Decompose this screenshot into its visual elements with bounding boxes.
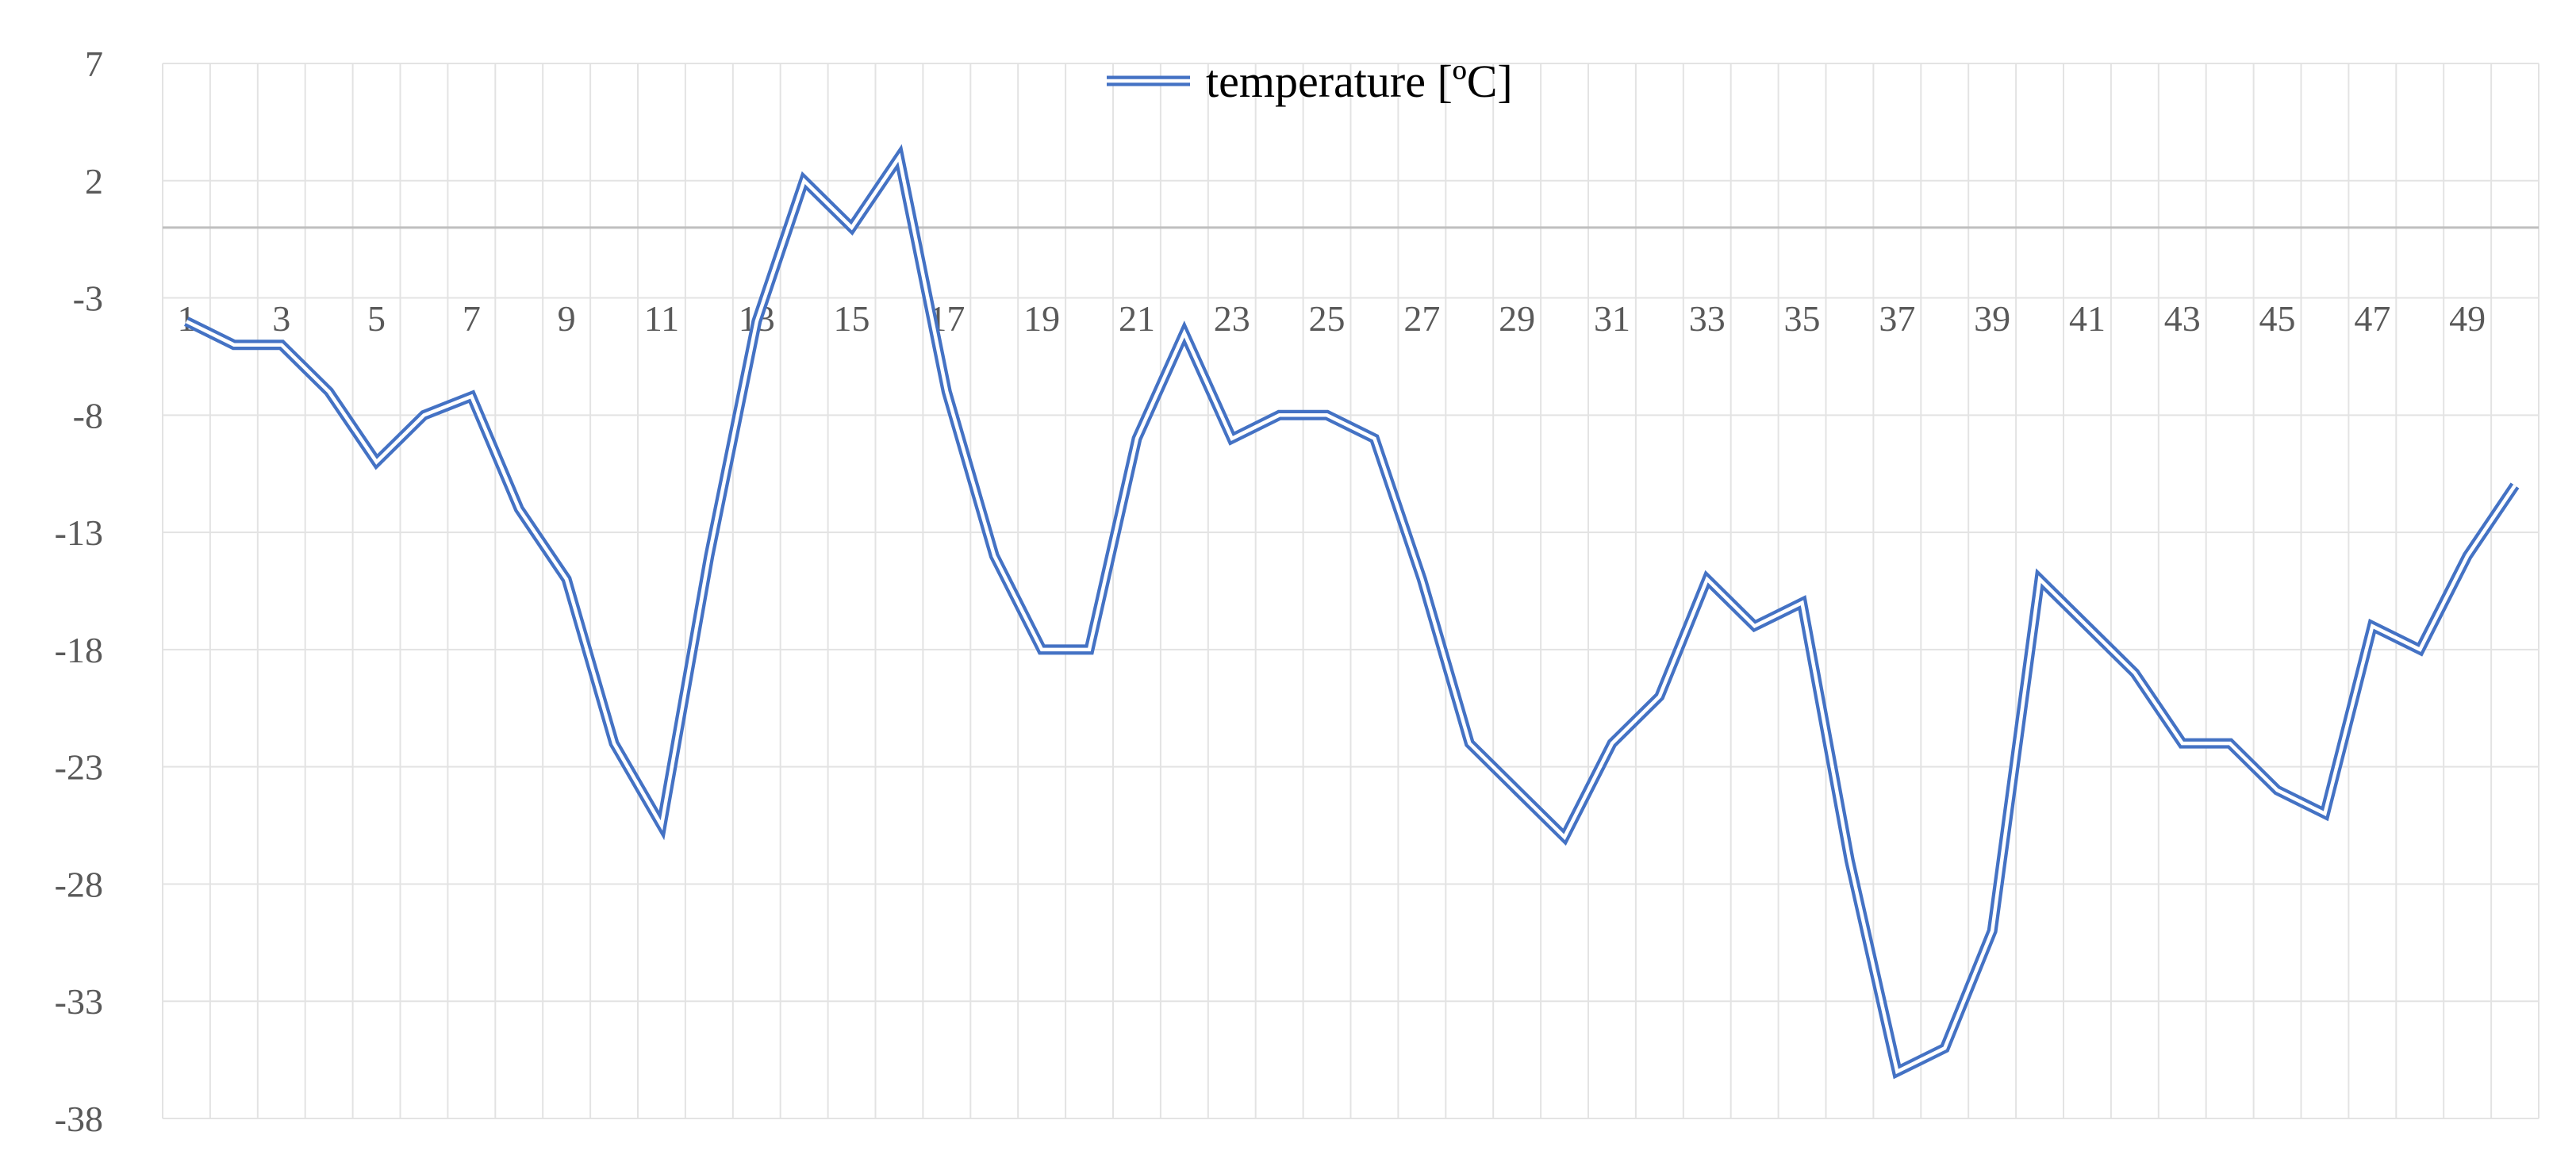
x-tick-label: 23 <box>1214 298 1250 339</box>
y-tick-label: -28 <box>55 864 103 904</box>
x-tick-label: 43 <box>2164 298 2201 339</box>
y-tick-label: -13 <box>55 512 103 553</box>
legend-label-temperature: temperature [ºC] <box>1206 56 1513 107</box>
y-tick-label: -38 <box>55 1099 103 1139</box>
x-tick-label: 33 <box>1689 298 1726 339</box>
x-tick-label: 15 <box>834 298 870 339</box>
y-tick-label: -3 <box>73 278 103 319</box>
x-tick-label: 3 <box>272 298 290 339</box>
x-tick-label: 25 <box>1309 298 1346 339</box>
x-tick-label: 31 <box>1594 298 1630 339</box>
y-tick-label: 2 <box>85 161 103 201</box>
x-tick-label: 29 <box>1499 298 1535 339</box>
x-tick-label: 37 <box>1879 298 1915 339</box>
y-tick-label: -8 <box>73 395 103 435</box>
x-tick-label: 27 <box>1403 298 1440 339</box>
x-tick-label: 35 <box>1784 298 1821 339</box>
y-tick-label: -23 <box>55 747 103 788</box>
x-tick-label: 41 <box>2069 298 2106 339</box>
x-tick-label: 7 <box>463 298 481 339</box>
x-tick-label: 21 <box>1119 298 1155 339</box>
y-axis-tick-labels: 7 2 -3 -8 -13 -18 -23 -28 -33 -38 <box>55 44 103 1139</box>
legend: temperature [ºC] <box>1107 56 1513 107</box>
x-tick-label: 45 <box>2259 298 2296 339</box>
x-tick-label: 49 <box>2449 298 2486 339</box>
x-tick-label: 11 <box>644 298 679 339</box>
y-tick-label: -18 <box>55 630 103 670</box>
x-tick-label: 47 <box>2354 298 2390 339</box>
x-tick-label: 39 <box>1974 298 2010 339</box>
x-tick-label: 9 <box>558 298 576 339</box>
x-axis-tick-labels: 1 3 5 7 9 11 13 15 17 19 21 23 25 27 29 31 33 35 37 39 41 43 4… <box>177 298 2486 339</box>
x-tick-label: 1 <box>177 298 195 339</box>
series-group <box>184 144 2520 1080</box>
x-tick-label: 19 <box>1023 298 1060 339</box>
y-tick-label: 7 <box>85 44 103 84</box>
y-tick-label: -33 <box>55 981 103 1022</box>
grid-lines <box>162 63 2540 1119</box>
series-line-temperature-inner <box>185 152 2516 1075</box>
x-tick-label: 5 <box>367 298 386 339</box>
